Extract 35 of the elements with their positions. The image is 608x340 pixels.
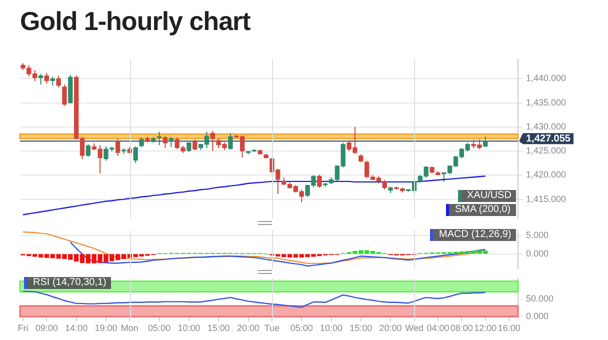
x-tick-label: 04:00 xyxy=(426,323,450,334)
legend-label: RSI (14,70,30,1) xyxy=(24,277,112,290)
x-tick-label: 05:00 xyxy=(290,323,313,334)
x-tick-label: 09:00 xyxy=(35,323,58,334)
x-tick-label: 12:00 xyxy=(474,323,497,334)
x-tick-label: Fri xyxy=(18,323,28,334)
x-tick-label: Mon xyxy=(120,323,138,334)
y-tick-label: 5.000 xyxy=(526,230,549,240)
x-tick-label: 15:00 xyxy=(350,323,372,334)
x-tick-label: 10:00 xyxy=(178,323,200,334)
x-tick-label: 16:00 xyxy=(498,323,520,334)
y-tick-label: 1,435.000 xyxy=(526,97,566,108)
y-tick-label: 1,430.000 xyxy=(526,121,566,132)
x-tick-label: 10:00 xyxy=(320,323,343,334)
x-tick-label: 20:00 xyxy=(379,323,402,334)
chart-title: Gold 1-hourly chart xyxy=(20,6,250,37)
x-tick-label: 08:00 xyxy=(450,323,473,334)
x-tick-label: 14:00 xyxy=(65,323,88,334)
x-tick-label: 20:00 xyxy=(236,323,260,334)
legend-label: MACD (12,26,9) xyxy=(430,229,516,242)
x-tick-label: Tue xyxy=(264,323,280,334)
y-tick-label: 0.000 xyxy=(526,310,549,321)
y-tick-label: 1,415.000 xyxy=(526,194,566,204)
y-tick-label: 0.000 xyxy=(526,248,549,258)
y-tick-label: 1,425.000 xyxy=(526,146,566,156)
y-tick-label: 1,420.000 xyxy=(526,170,566,180)
legend-label: XAU/USD xyxy=(458,190,516,202)
x-tick-label: Wed xyxy=(405,323,424,334)
legend-label: SMA (200,0) xyxy=(446,204,516,216)
x-tick-label: 15:00 xyxy=(207,323,230,334)
ref-line-label: 1,427.055 xyxy=(526,133,571,144)
y-tick-label: 1,440.000 xyxy=(526,73,566,84)
x-tick-label: 19:00 xyxy=(94,323,118,334)
x-tick-label: 05:00 xyxy=(148,323,171,334)
y-tick-label: 50.000 xyxy=(526,293,554,304)
